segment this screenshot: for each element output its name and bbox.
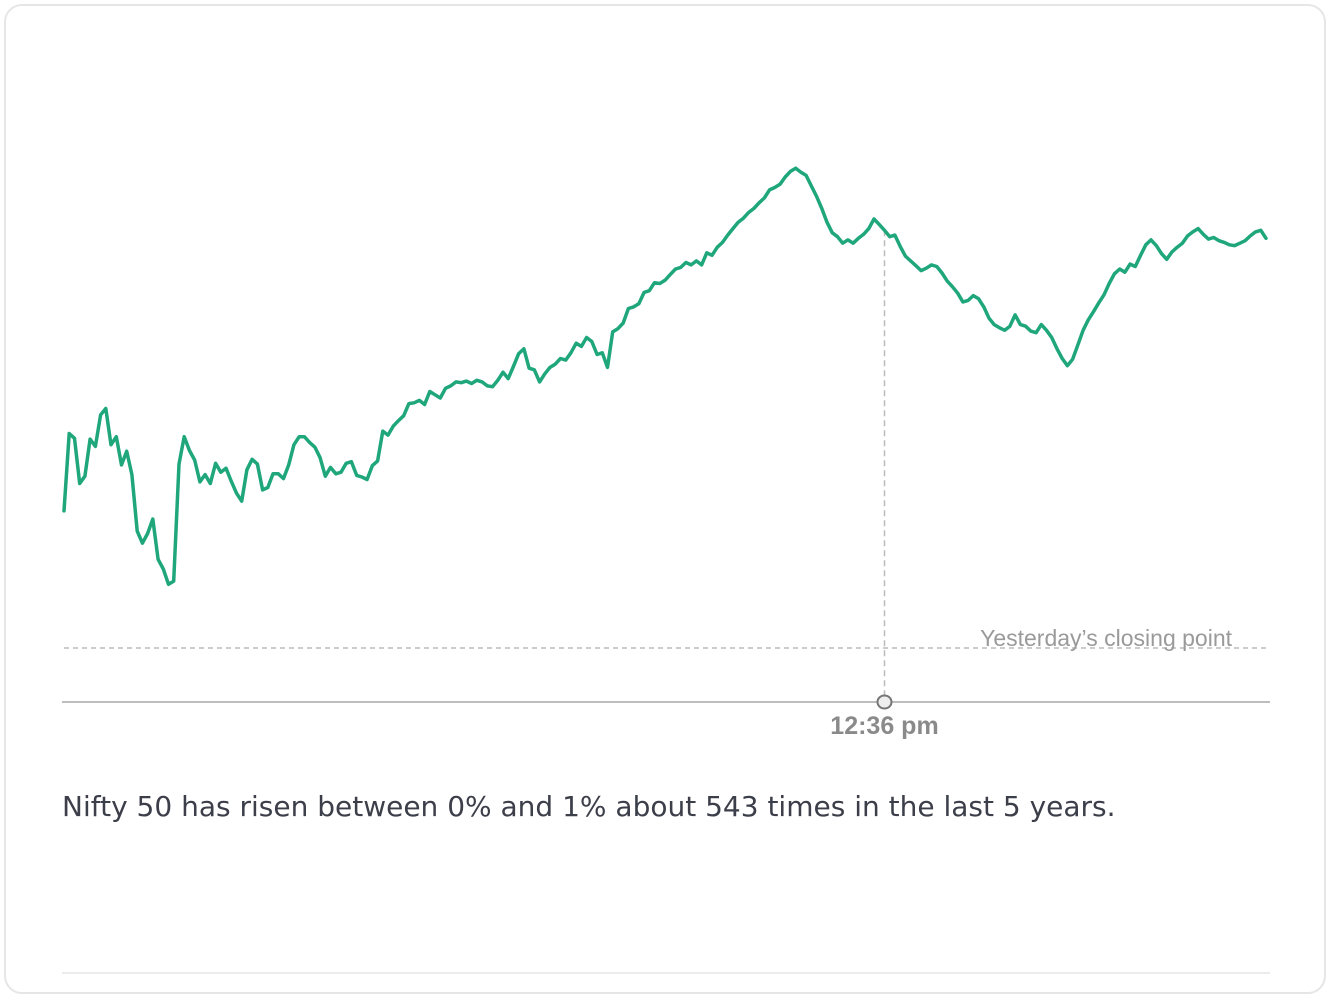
intraday-line-chart[interactable]: Yesterday’s closing point 12:36 pm [0,0,1332,760]
nifty-50-price-line[interactable] [62,166,1268,587]
time-scrubber-handle[interactable] [876,694,893,710]
chart-card [4,4,1326,994]
divider [62,972,1270,974]
chart-caption: Nifty 50 has risen between 0% and 1% abo… [62,790,1116,823]
hover-time-label: 12:36 pm [830,712,938,740]
yesterday-closing-label: Yesterday’s closing point [980,625,1232,651]
